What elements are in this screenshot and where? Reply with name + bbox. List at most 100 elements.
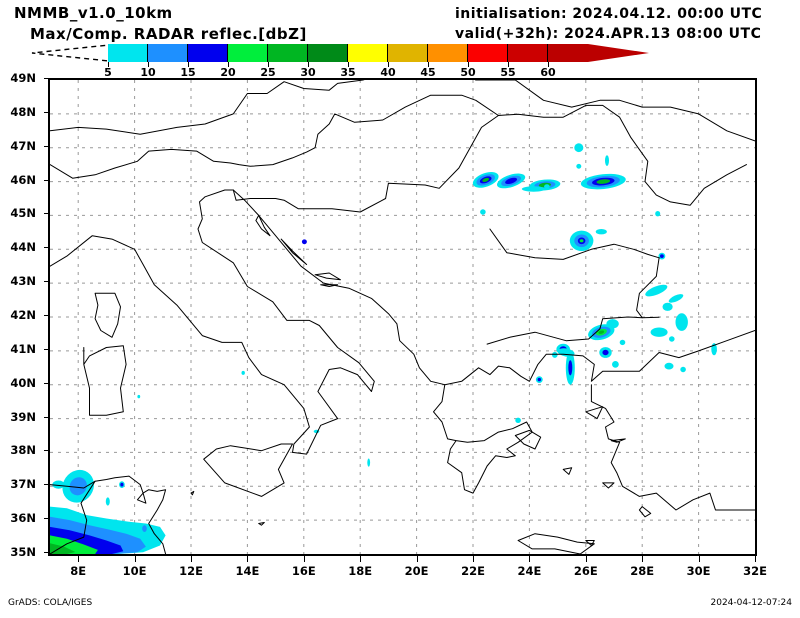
colorbar-tick-label: 35	[340, 66, 356, 79]
colorbar-tick-label: 40	[380, 66, 396, 79]
coastline	[255, 214, 271, 237]
radar-echo-cell	[664, 362, 674, 370]
colorbar-tick-label: 55	[500, 66, 516, 79]
coastline	[517, 533, 595, 554]
coastline	[50, 475, 167, 554]
latitude-tick-label: 46N	[10, 172, 36, 187]
latitude-tick-label: 41N	[10, 341, 36, 356]
initialisation-time: initialisation: 2024.04.12. 00:00 UTC	[455, 6, 763, 22]
radar-echo-cell	[598, 330, 605, 334]
longitude-tick-label: 22E	[461, 564, 485, 578]
colorbar-tick	[428, 62, 429, 67]
longitude-tick	[755, 556, 756, 562]
radar-echo-cell	[69, 477, 87, 496]
colorbar-tick	[508, 62, 509, 67]
radar-echo-cell	[537, 377, 541, 382]
radar-echo-layer	[50, 143, 717, 554]
longitude-tick-label: 32E	[743, 564, 767, 578]
latitude-tick	[44, 552, 49, 553]
latitude-tick	[44, 247, 49, 249]
radar-echo-cell	[120, 482, 124, 487]
radar-echo-cell	[515, 417, 521, 423]
coastline	[50, 94, 499, 213]
radar-echo-cell	[241, 370, 245, 375]
radar-echo-cell	[574, 143, 584, 153]
coastline	[258, 522, 265, 526]
coastline	[136, 492, 147, 504]
coastline	[232, 189, 755, 386]
longitude-tick-label: 10E	[122, 564, 147, 578]
radar-echo-cell	[612, 361, 619, 368]
latitude-tick	[44, 145, 49, 147]
radar-echo-cell	[301, 239, 307, 245]
colorbar-tick	[268, 62, 269, 67]
longitude-tick	[247, 556, 249, 562]
coastline	[585, 406, 604, 420]
coastline-layer	[50, 80, 755, 554]
latitude-tick	[44, 78, 49, 79]
colorbar-underflow-arrow-icon	[31, 44, 110, 62]
colorbar-tick	[148, 62, 149, 67]
radar-echo-cell	[505, 177, 518, 185]
longitude-tick-label: 16E	[291, 564, 316, 578]
colorbar-tick-label: 10	[140, 66, 156, 79]
coastline	[50, 189, 375, 455]
radar-echo-cell	[650, 327, 668, 337]
latitude-tick	[44, 382, 49, 384]
map-frame	[48, 78, 757, 556]
latitude-tick	[44, 315, 49, 316]
colorbar-segment-3	[228, 44, 268, 62]
longitude-tick	[585, 556, 587, 562]
radar-echo-cell	[602, 349, 609, 356]
coastline	[638, 506, 652, 518]
radar-echo-cell	[480, 209, 486, 215]
latitude-tick-label: 35N	[10, 545, 36, 559]
model-title: NMMB_v1.0_10km	[14, 4, 173, 22]
longitude-tick	[360, 556, 362, 562]
longitude-tick	[698, 556, 700, 562]
radar-echo-cell	[662, 302, 673, 311]
latitude-tick-label: 47N	[10, 138, 36, 153]
colorbar-segment-7	[388, 44, 428, 62]
latitude-tick	[44, 518, 49, 520]
coastline	[320, 284, 339, 287]
radar-echo-cell	[482, 177, 490, 182]
latitude-tick	[44, 348, 49, 350]
colorbar-segment-4	[268, 44, 308, 62]
footer-credit: GrADS: COLA/IGES	[8, 598, 93, 608]
colorbar-tick	[388, 62, 389, 67]
latitude-axis: 49N 48N 47N 46N 45N 44N 43N 42N 41N 40N 39N 38N 37N 3…	[0, 0, 49, 618]
colorbar-overflow-arrow-icon	[588, 44, 649, 62]
longitude-tick-label: 30E	[686, 564, 711, 578]
radar-echo-cell	[595, 229, 607, 235]
radar-echo-cell	[105, 497, 110, 506]
colorbar-segment-9	[468, 44, 508, 62]
radar-echo-cell	[668, 294, 684, 303]
latitude-tick	[44, 111, 49, 113]
colorbar-legend: 5 10 15 20 25 30 35 40 45 50 55 60	[28, 44, 649, 79]
latitude-tick-label: 44N	[10, 240, 36, 255]
radar-echo-cell	[552, 351, 558, 358]
latitude-tick-label: 37N	[10, 477, 36, 492]
longitude-tick	[529, 556, 531, 562]
radar-echo-cell	[645, 284, 668, 297]
radar-echo-cell	[606, 319, 619, 329]
coastline	[610, 438, 626, 443]
latitude-tick-label: 36N	[10, 511, 36, 526]
longitude-tick	[473, 556, 474, 562]
radar-map	[48, 78, 757, 556]
colorbar-segment-0	[108, 44, 148, 62]
coastline	[83, 345, 127, 416]
footer-timestamp: 2024-04-12-07:24	[710, 598, 793, 608]
radar-echo-cell	[568, 360, 573, 376]
colorbar-tick	[468, 62, 469, 67]
latitude-tick-label: 38N	[10, 443, 36, 458]
map-gridlines	[50, 80, 755, 554]
field-title: Max/Comp. RADAR reflec.[dbZ]	[30, 25, 307, 43]
latitude-tick	[44, 213, 49, 215]
header: NMMB_v1.0_10km Max/Comp. RADAR reflec.[d…	[0, 0, 800, 79]
longitude-tick-label: 24E	[517, 564, 542, 578]
coastline	[497, 104, 747, 206]
longitude-tick	[303, 556, 305, 562]
longitude-tick	[416, 556, 418, 562]
